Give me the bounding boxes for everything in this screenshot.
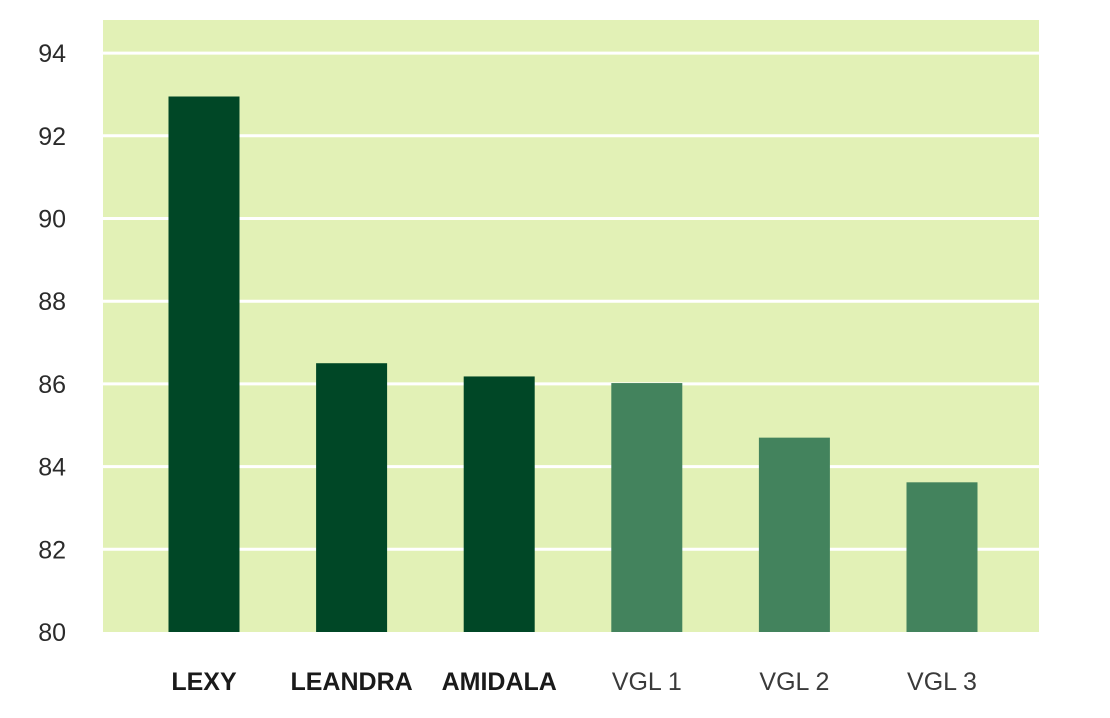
bar-vgl-1 xyxy=(611,383,683,632)
bar-leandra xyxy=(316,363,388,632)
plot-background xyxy=(103,20,1039,632)
x-axis-tick-labels: LEXY LEANDRA AMIDALA VGL 1 VGL 2 VGL 3 xyxy=(171,668,977,696)
x-tick-label-vgl-1: VGL 1 xyxy=(612,668,682,696)
y-tick-label-80: 80 xyxy=(38,619,66,647)
x-tick-label-vgl-3: VGL 3 xyxy=(907,668,977,696)
x-tick-label-vgl-2: VGL 2 xyxy=(759,668,829,696)
y-tick-label-84: 84 xyxy=(38,454,66,482)
bars xyxy=(168,96,978,632)
y-tick-label-94: 94 xyxy=(38,40,66,68)
y-tick-label-92: 92 xyxy=(38,123,66,151)
bar-amidala xyxy=(463,376,535,632)
y-tick-label-86: 86 xyxy=(38,371,66,399)
gridlines xyxy=(103,51,1039,551)
y-tick-label-90: 90 xyxy=(38,205,66,233)
bar-vgl-3 xyxy=(906,482,978,632)
y-tick-label-88: 88 xyxy=(38,288,66,316)
y-axis-tick-labels: 80 82 84 86 88 90 92 94 xyxy=(38,40,66,647)
y-tick-label-82: 82 xyxy=(38,536,66,564)
x-tick-label-leandra: LEANDRA xyxy=(290,668,412,696)
x-tick-label-lexy: LEXY xyxy=(171,668,237,696)
bar-lexy xyxy=(168,96,240,632)
bar-vgl-2 xyxy=(758,437,830,632)
x-tick-label-amidala: AMIDALA xyxy=(442,668,557,696)
